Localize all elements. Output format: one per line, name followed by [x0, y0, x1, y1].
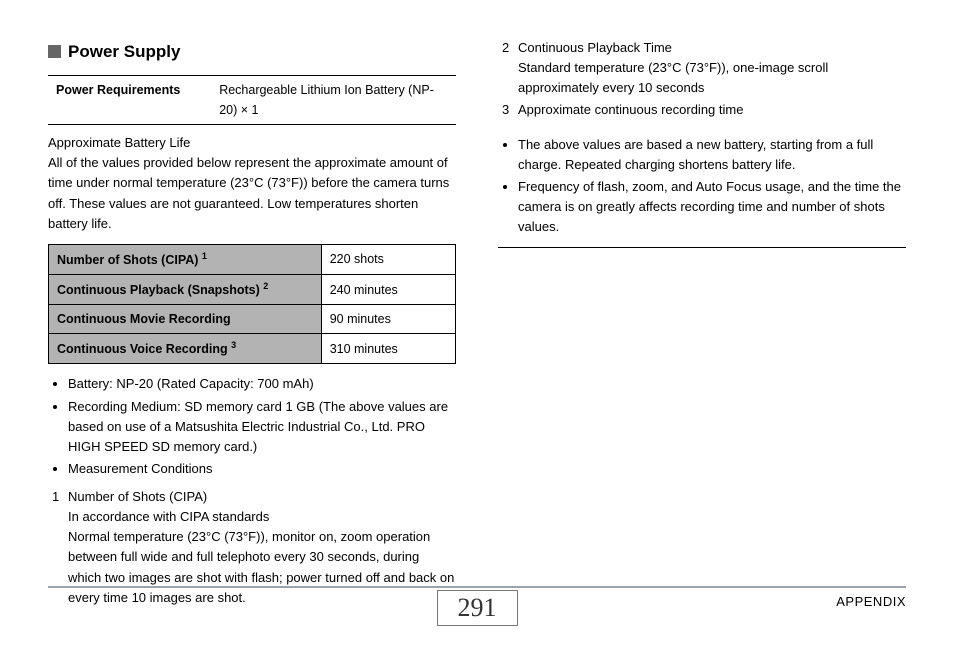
bullet-list-2: The above values are based a new battery…: [498, 135, 906, 238]
list-item: Battery: NP-20 (Rated Capacity: 700 mAh): [68, 374, 456, 394]
specs-table: Number of Shots (CIPA) 1 220 shots Conti…: [48, 244, 456, 364]
page-footer: 291 APPENDIX: [48, 586, 906, 628]
list-item: The above values are based a new battery…: [518, 135, 906, 175]
list-item: Frequency of flash, zoom, and Auto Focus…: [518, 177, 906, 237]
spec-value: 240 minutes: [321, 275, 455, 305]
note-title: Continuous Playback Time: [518, 40, 672, 55]
intro-heading: Approximate Battery Life: [48, 135, 190, 150]
spec-value: 220 shots: [321, 244, 455, 274]
table-row: Continuous Playback (Snapshots) 2 240 mi…: [49, 275, 456, 305]
requirements-table: Power Requirements Rechargeable Lithium …: [48, 75, 456, 125]
section-title-text: Power Supply: [68, 42, 180, 61]
square-bullet-icon: [48, 45, 61, 58]
left-column: Power Supply Power Requirements Recharge…: [48, 38, 456, 580]
req-value: Rechargeable Lithium Ion Battery (NP-20)…: [211, 76, 456, 125]
spec-sup: 2: [263, 281, 268, 291]
intro-body: All of the values provided below represe…: [48, 155, 449, 230]
note-title: Approximate continuous recording time: [518, 102, 743, 117]
spec-sup: 1: [202, 251, 207, 261]
spec-label: Continuous Movie Recording: [57, 312, 231, 326]
page-content: Power Supply Power Requirements Recharge…: [48, 38, 906, 580]
spec-sup: 3: [231, 340, 236, 350]
right-column: 2 Continuous Playback Time Standard temp…: [498, 38, 906, 580]
spec-label: Continuous Voice Recording: [57, 342, 228, 356]
section-title: Power Supply: [48, 38, 456, 65]
bullet-list: Battery: NP-20 (Rated Capacity: 700 mAh)…: [48, 374, 456, 479]
spec-label: Continuous Playback (Snapshots): [57, 283, 260, 297]
note-item: 2 Continuous Playback Time Standard temp…: [502, 38, 906, 98]
note-number: 2: [502, 38, 518, 98]
numbered-notes-cont: 2 Continuous Playback Time Standard temp…: [498, 38, 906, 121]
divider-line: [498, 247, 906, 248]
appendix-label: APPENDIX: [836, 594, 906, 609]
req-label: Power Requirements: [48, 76, 211, 125]
list-item: Recording Medium: SD memory card 1 GB (T…: [68, 397, 456, 457]
spec-label: Number of Shots (CIPA): [57, 253, 198, 267]
spec-value: 90 minutes: [321, 305, 455, 334]
intro-paragraph: Approximate Battery Life All of the valu…: [48, 133, 456, 234]
note-body: Standard temperature (23°C (73°F)), one-…: [518, 60, 828, 95]
note-item: 3 Approximate continuous recording time: [502, 100, 906, 120]
table-row: Number of Shots (CIPA) 1 220 shots: [49, 244, 456, 274]
list-item: Measurement Conditions: [68, 459, 456, 479]
table-row: Continuous Voice Recording 3 310 minutes: [49, 334, 456, 364]
table-row: Continuous Movie Recording 90 minutes: [49, 305, 456, 334]
spec-value: 310 minutes: [321, 334, 455, 364]
note-number: 3: [502, 100, 518, 120]
note-title: Number of Shots (CIPA): [68, 489, 207, 504]
page-number: 291: [437, 590, 518, 626]
